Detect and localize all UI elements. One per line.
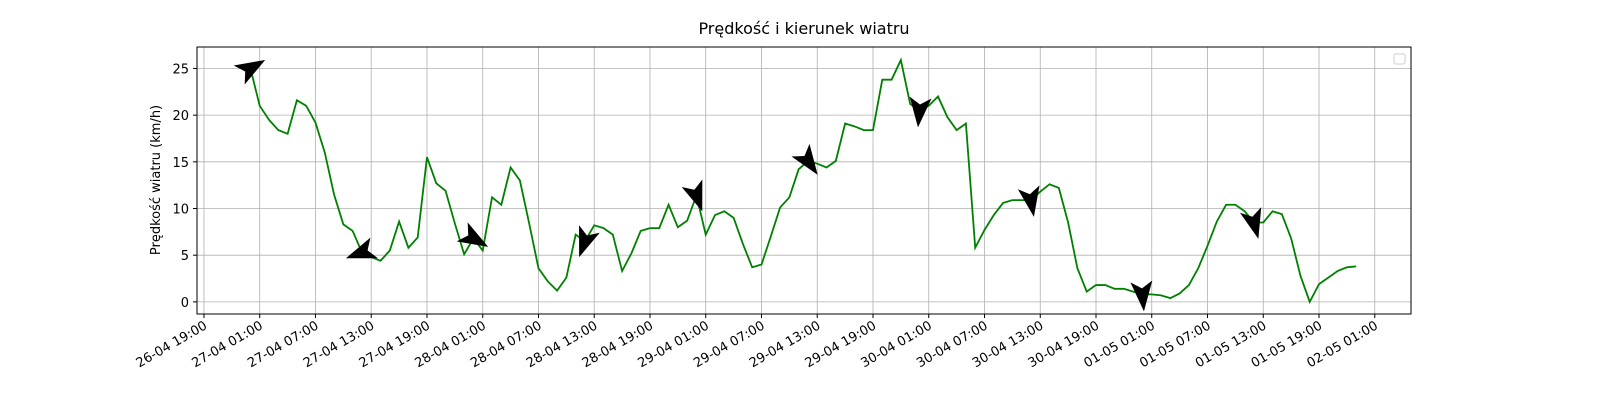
y-tick-label: 15 xyxy=(172,156,189,171)
speed-line xyxy=(249,57,1357,305)
y-tick-label: 20 xyxy=(172,109,189,124)
wind-arrow xyxy=(1239,207,1262,239)
wind-arrow xyxy=(456,222,489,247)
legend-box xyxy=(1393,53,1406,65)
wind-arrow xyxy=(909,96,932,128)
plot-frame xyxy=(196,46,1412,315)
wind-arrow xyxy=(579,225,600,258)
chart-title: Prędkość i kierunek wiatru xyxy=(698,19,909,38)
y-tick-label: 5 xyxy=(181,249,189,264)
wind-arrow xyxy=(345,237,378,259)
wind-arrow xyxy=(1017,185,1040,217)
wind-arrow xyxy=(791,143,818,175)
wind-arrow xyxy=(1130,280,1153,312)
y-tick-label: 10 xyxy=(172,203,189,218)
y-tick-label: 0 xyxy=(181,296,189,311)
y-axis-label: Prędkość wiatru (km/h) xyxy=(149,105,164,255)
y-tick-label: 25 xyxy=(172,62,189,77)
wind-arrow xyxy=(681,179,703,212)
wind-arrow xyxy=(233,59,266,85)
